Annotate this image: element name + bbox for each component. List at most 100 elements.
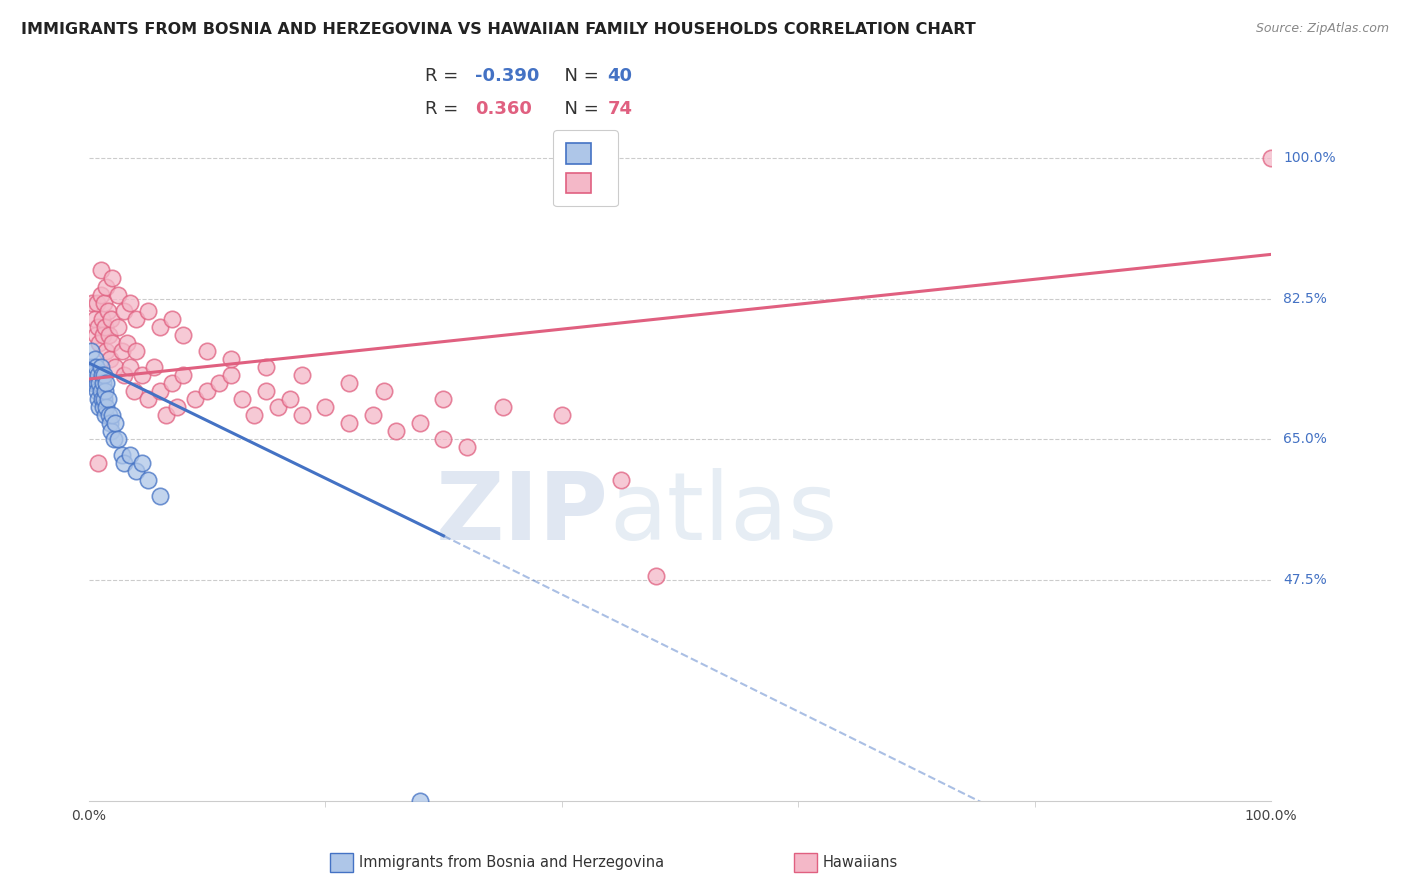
Point [101,408,124,422]
Text: -0.390: -0.390 [475,67,540,85]
Point [91,327,114,342]
Point [112,457,135,471]
Point [219,351,242,366]
Point [385,424,408,438]
Point [337,416,360,430]
Point [100,424,122,438]
Point [104,416,127,430]
Point [101,335,124,350]
Point [83,368,105,382]
Point [219,368,242,382]
Point [87,319,110,334]
Point [131,457,153,471]
Text: 0.360: 0.360 [475,100,531,118]
Point [208,376,231,390]
Point [409,416,432,430]
Point [80,343,103,358]
Point [91,376,114,390]
Point [87,368,110,382]
Point [337,376,360,390]
Text: R =: R = [425,100,470,118]
Point [94,408,117,422]
Point [96,343,118,358]
Point [136,392,159,406]
Point [254,359,277,374]
Text: 100.0%: 100.0% [1284,151,1336,165]
Point [82,359,104,374]
Point [83,311,105,326]
Point [91,400,114,414]
Point [100,311,122,326]
Point [195,384,218,398]
Point [172,368,194,382]
Point [107,287,129,301]
Point [243,408,266,422]
Point [1260,151,1282,165]
Point [149,319,172,334]
Point [373,384,395,398]
Point [149,384,172,398]
Point [97,408,120,422]
Point [93,392,115,406]
Text: 47.5%: 47.5% [1284,573,1327,587]
Point [89,376,111,390]
Point [86,295,108,310]
Text: ZIP: ZIP [436,468,609,560]
Point [172,327,194,342]
Text: 74: 74 [607,100,633,118]
Point [122,384,145,398]
Point [98,416,121,430]
Point [94,319,117,334]
Point [231,392,253,406]
Point [87,457,110,471]
Point [120,449,142,463]
Point [84,359,107,374]
Point [278,392,301,406]
Text: N =: N = [553,67,605,85]
Point [111,343,134,358]
Point [456,441,478,455]
Point [254,384,277,398]
Point [125,311,148,326]
Text: Immigrants from Bosnia and Herzegovina: Immigrants from Bosnia and Herzegovina [359,855,664,870]
Point [291,368,314,382]
Text: 65.0%: 65.0% [1284,433,1327,446]
Point [90,263,112,277]
Point [115,335,138,350]
Point [112,303,135,318]
Point [160,376,183,390]
Point [90,359,112,374]
Text: IMMIGRANTS FROM BOSNIA AND HERZEGOVINA VS HAWAIIAN FAMILY HOUSEHOLDS CORRELATION: IMMIGRANTS FROM BOSNIA AND HERZEGOVINA V… [21,22,976,37]
Point [93,295,115,310]
Point [103,432,125,446]
Point [125,343,148,358]
Point [90,287,112,301]
Point [82,295,104,310]
Point [491,400,513,414]
Legend: , : , [553,130,617,206]
Point [184,392,207,406]
Point [291,408,314,422]
Point [409,794,432,808]
Point [98,351,121,366]
Point [93,368,115,382]
Text: R =: R = [425,67,464,85]
Point [166,400,188,414]
Point [160,311,183,326]
Point [136,473,159,487]
Text: Hawaiians: Hawaiians [823,855,898,870]
Point [89,335,111,350]
Point [104,359,127,374]
Point [107,432,129,446]
Point [149,489,172,503]
Point [120,295,142,310]
Point [125,465,148,479]
Point [131,368,153,382]
Point [90,311,112,326]
Point [155,408,177,422]
Point [82,376,104,390]
Point [96,279,118,293]
Text: N =: N = [553,100,605,118]
Point [90,368,112,382]
Point [645,569,668,583]
